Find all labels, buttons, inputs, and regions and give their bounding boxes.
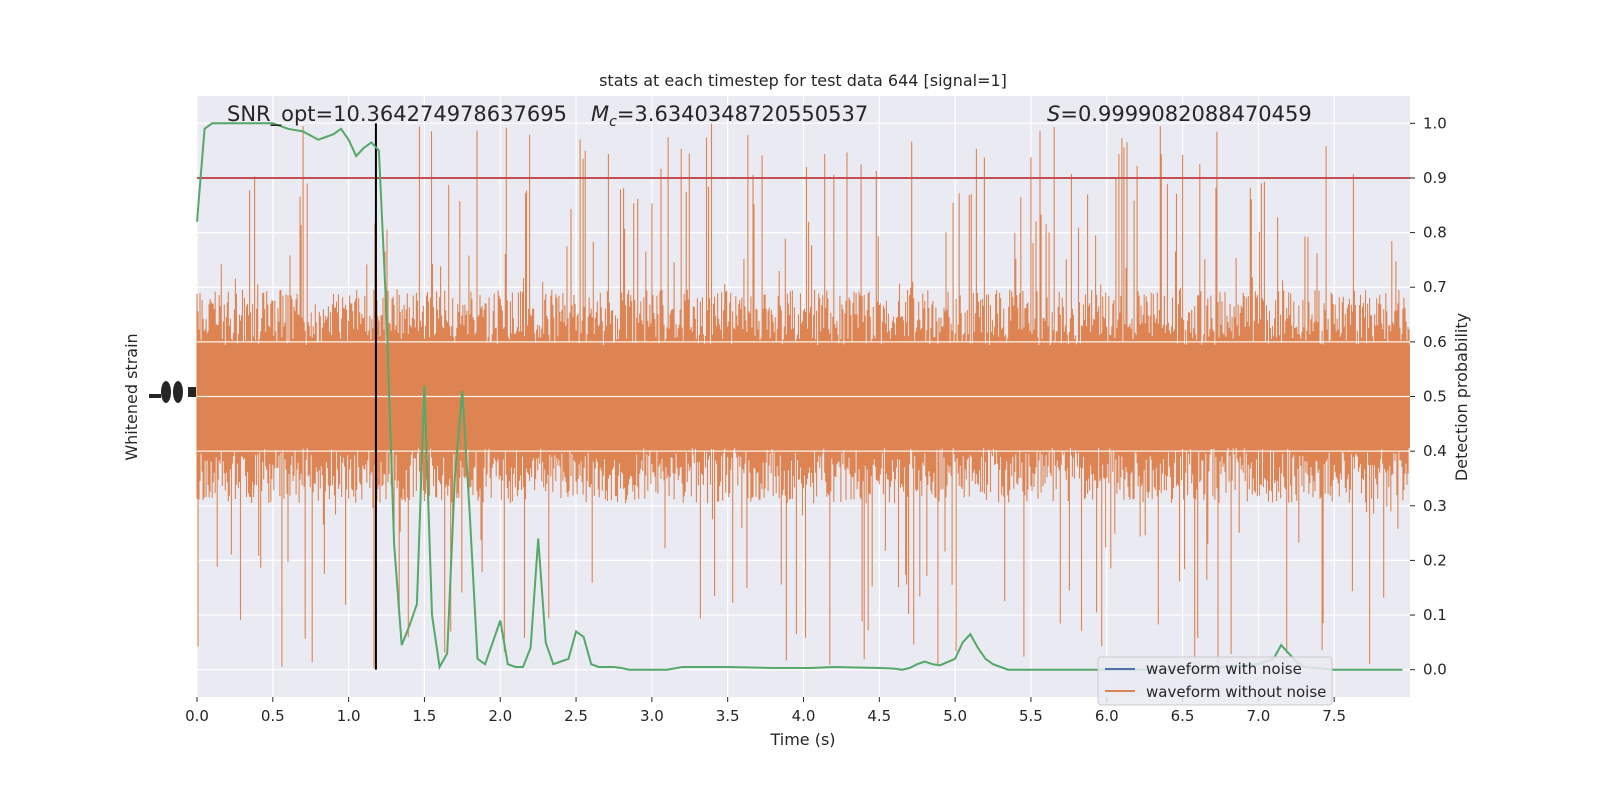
x-tick-label: 4.0	[792, 707, 816, 725]
x-tick-label: 3.5	[716, 707, 740, 725]
legend-label-noise: waveform with noise	[1146, 660, 1302, 678]
x-axis-ticks: 0.0 0.5 1.0 1.5 2.0 2.5 3.0 3.5 4.0 4.5 5.0 5.5 6.0 6…	[185, 697, 1346, 725]
x-tick-label: 5.0	[943, 707, 967, 725]
y-tick-label: 1.0	[1423, 114, 1447, 132]
snr-annotation: SNR_opt=10.364274978637695	[227, 102, 567, 127]
x-tick-label: 1.0	[337, 707, 361, 725]
mc-subscript: c	[609, 114, 617, 130]
y-tick-label: 0.5	[1423, 388, 1447, 406]
score-symbol: S	[1047, 102, 1060, 126]
x-tick-label: 4.5	[867, 707, 891, 725]
left-axis-blotch	[149, 381, 196, 403]
y-tick-label: 0.1	[1423, 606, 1447, 624]
y-tick-label: 0.0	[1423, 661, 1447, 679]
y-tick-label: 0.6	[1423, 333, 1447, 351]
mc-value: =3.6340348720550537	[617, 102, 868, 126]
chart-title: stats at each timestep for test data 644…	[599, 71, 1007, 90]
x-tick-label: 1.5	[413, 707, 437, 725]
y-tick-label: 0.9	[1423, 169, 1447, 187]
y-tick-label: 0.4	[1423, 442, 1447, 460]
mc-symbol: M	[591, 102, 609, 126]
x-tick-label: 0.0	[185, 707, 209, 725]
x-tick-label: 0.5	[261, 707, 285, 725]
x-tick-label: 2.5	[564, 707, 588, 725]
detection-probability-line	[196, 122, 1403, 671]
x-axis-label: Time (s)	[769, 730, 835, 749]
y-tick-label: 0.2	[1423, 551, 1447, 569]
legend: waveform with noise waveform without noi…	[1097, 656, 1333, 706]
y-tick-label: 0.8	[1423, 224, 1447, 242]
legend-label-clean: waveform without noise	[1146, 683, 1326, 701]
score-annotation: S=0.9999082088470459	[1047, 102, 1312, 126]
y-right-axis-ticks: 0.0 0.1 0.2 0.3 0.4 0.5 0.6 0.7 0.8 0.9 1.0	[1410, 114, 1447, 679]
score-value: =0.9999082088470459	[1060, 102, 1311, 126]
x-tick-label: 3.0	[640, 707, 664, 725]
y-right-axis-label: Detection probability	[1452, 313, 1471, 481]
y-tick-label: 0.7	[1423, 278, 1447, 296]
x-tick-label: 7.0	[1246, 707, 1270, 725]
y-left-axis-label: Whitened strain	[122, 333, 141, 460]
x-tick-label: 6.0	[1095, 707, 1119, 725]
chirp-mass-annotation: Mc=3.6340348720550537	[591, 102, 868, 130]
strain-series	[196, 123, 1410, 668]
x-tick-label: 6.5	[1171, 707, 1195, 725]
legend-box	[1097, 656, 1333, 706]
y-tick-label: 0.3	[1423, 497, 1447, 515]
x-tick-label: 5.5	[1019, 707, 1043, 725]
x-tick-label: 7.5	[1322, 707, 1346, 725]
x-tick-label: 2.0	[488, 707, 512, 725]
